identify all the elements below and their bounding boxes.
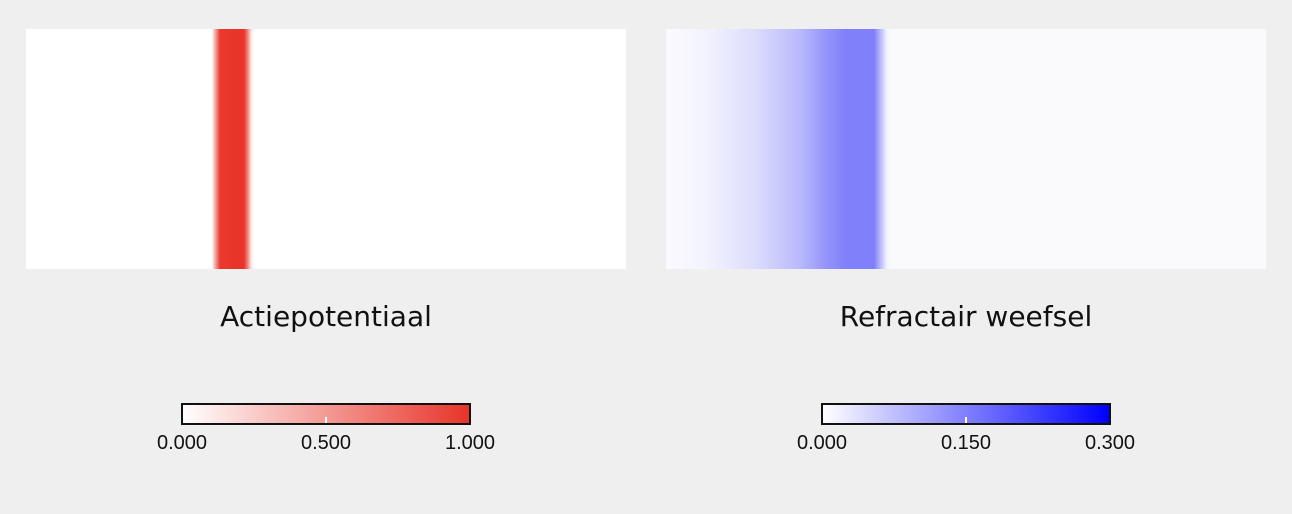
refractory-tissue-title: Refractair weefsel <box>839 300 1093 333</box>
colorbar-min-label: 0.000 <box>156 432 208 454</box>
colorbar-max-label: 1.000 <box>444 432 496 454</box>
action-potential-colorbar <box>181 403 471 425</box>
colorbar-min-label: 0.000 <box>796 432 848 454</box>
refractory-tissue-canvas <box>666 29 1266 269</box>
colorbar-mid-label: 0.500 <box>300 432 352 454</box>
colorbar-mid-tick <box>965 417 967 423</box>
colorbar-mid-tick <box>325 417 327 423</box>
refractory-tissue-colorbar <box>821 403 1111 425</box>
action-potential-title: Actiepotentiaal <box>220 300 432 333</box>
colorbar-max-label: 0.300 <box>1084 432 1136 454</box>
action-potential-canvas <box>26 29 626 269</box>
colorbar-mid-label: 0.150 <box>940 432 992 454</box>
